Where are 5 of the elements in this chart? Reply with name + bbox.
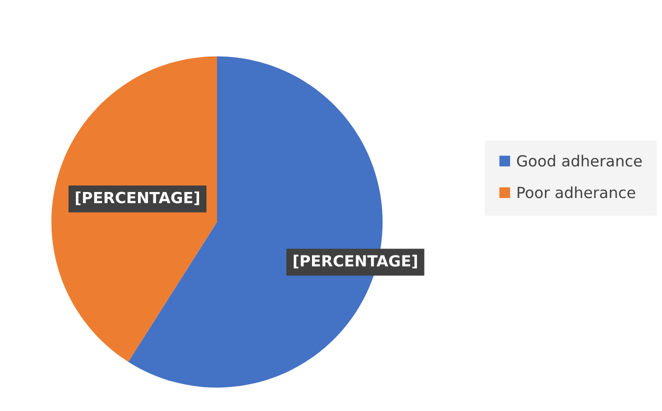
data-label: [PERCENTAGE] bbox=[294, 254, 417, 268]
legend-label: Good adherance bbox=[517, 154, 642, 167]
pie-slice bbox=[51, 56, 217, 362]
legend-label: Poor adherance bbox=[518, 186, 636, 198]
data-label: [PERCENTAGE] bbox=[76, 192, 200, 206]
